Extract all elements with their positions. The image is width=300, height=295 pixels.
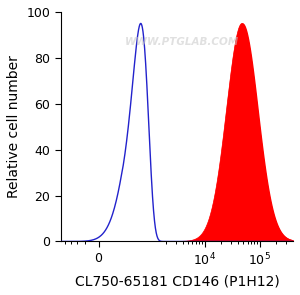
Text: WWW.PTGLAB.COM: WWW.PTGLAB.COM	[124, 37, 239, 47]
Y-axis label: Relative cell number: Relative cell number	[7, 55, 21, 198]
X-axis label: CL750-65181 CD146 (P1H12): CL750-65181 CD146 (P1H12)	[74, 274, 279, 288]
